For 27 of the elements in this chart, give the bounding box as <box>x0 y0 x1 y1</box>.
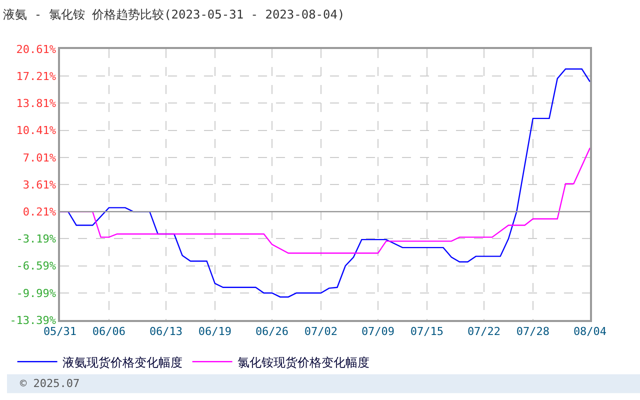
x-tick-label: 07/02 <box>304 324 338 338</box>
x-tick-label: 07/15 <box>410 324 444 338</box>
x-tick-label: 08/04 <box>573 324 607 338</box>
x-tick-label: 07/28 <box>516 324 550 338</box>
text: © 2025.07 <box>20 377 80 390</box>
x-tick-label: 05/31 <box>43 324 77 338</box>
x-tick-label: 07/09 <box>361 324 395 338</box>
x-tick-label: 07/22 <box>467 324 501 338</box>
y-tick-label: 10.41% <box>16 124 56 138</box>
y-tick-label: 20.61% <box>16 42 56 56</box>
y-tick-label: -9.99% <box>16 286 56 300</box>
legend-label: 液氨现货价格变化幅度 <box>62 355 182 370</box>
y-tick-label: 7.01% <box>22 151 56 164</box>
y-tick-label: -13.39% <box>10 314 56 327</box>
y-tick-label: 3.61% <box>22 178 56 192</box>
y-tick-label: 17.21% <box>16 70 56 83</box>
legend-label: 氯化铵现货价格变化幅度 <box>237 355 370 370</box>
y-tick-label: -6.59% <box>16 260 56 273</box>
x-tick-label: 06/19 <box>198 324 232 338</box>
line-series <box>60 147 590 254</box>
y-tick-label: 0.21% <box>22 205 56 218</box>
chart-title: 液氨 - 氯化铵 价格趋势比较(2023-05-31 - 2023-08-04) <box>3 7 345 22</box>
x-tick-label: 06/26 <box>255 324 289 338</box>
y-tick-label: -3.19% <box>16 232 56 246</box>
y-tick-label: 13.81% <box>16 97 56 110</box>
x-tick-label: 06/13 <box>149 324 183 338</box>
x-tick-label: 06/06 <box>92 324 126 338</box>
